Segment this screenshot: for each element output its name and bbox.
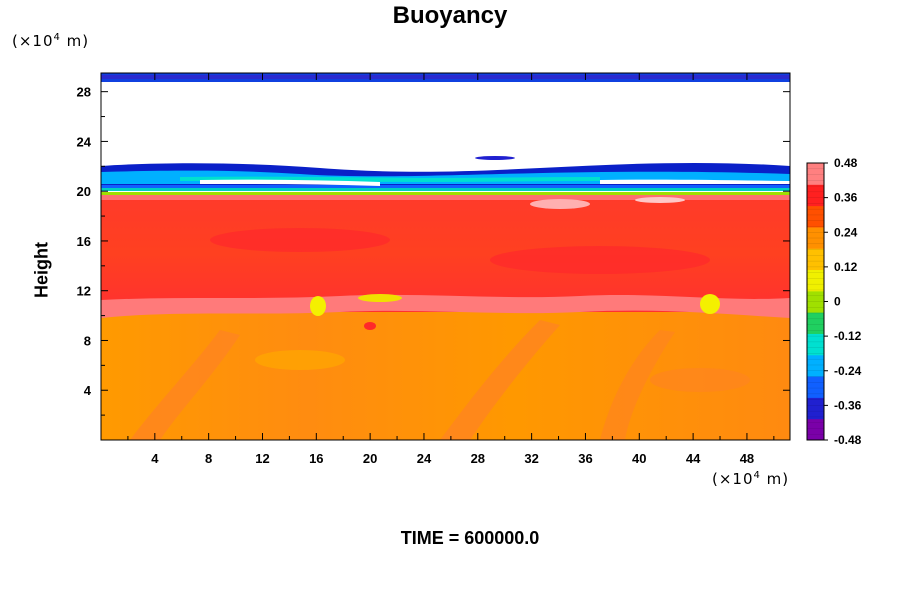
colorbar-swatch [807, 184, 824, 207]
x-tick-label: 44 [686, 451, 701, 466]
x-tick-label: 24 [417, 451, 432, 466]
field [101, 73, 790, 440]
x-tick-label: 12 [255, 451, 269, 466]
x-tick-label: 48 [740, 451, 754, 466]
x-tick-label: 20 [363, 451, 377, 466]
colorbar-tick-label: -0.36 [834, 398, 862, 412]
x-tick-label: 36 [578, 451, 592, 466]
colorbar-swatch [807, 205, 824, 228]
colorbar-tick-label: 0.36 [834, 191, 858, 205]
boundary-band [101, 294, 790, 318]
colorbar-swatch [807, 269, 824, 292]
y-tick-label: 8 [84, 333, 91, 348]
plot-frame [100, 72, 791, 441]
colorbar-swatch [807, 248, 824, 271]
time-label: TIME = 600000.0 [400, 528, 540, 548]
x-axis-ticks: 4 8 12 16 20 24 28 32 36 40 44 48 [127, 73, 775, 466]
colorbar-swatch [807, 226, 824, 249]
colorbar-tick-label: 0 [834, 295, 841, 309]
x-tick-label: 40 [632, 451, 646, 466]
upper-patch [490, 246, 710, 274]
warm-top [101, 194, 790, 200]
x-axis-unit: (×104 m) [712, 470, 790, 488]
colorbar-swatch [807, 354, 824, 377]
lower-streak [440, 320, 560, 440]
colorbar-tick-label: 0.24 [834, 225, 858, 239]
yellow-spot [310, 296, 326, 316]
colorbar-tick-label: -0.12 [834, 329, 862, 343]
colorbar-tick-label: 0.12 [834, 260, 858, 274]
lower-streak [130, 330, 240, 440]
y-tick-label: 24 [77, 134, 92, 149]
x-tick-label: 16 [309, 451, 323, 466]
lower-streak [600, 330, 675, 440]
x-tick-label: 4 [151, 451, 159, 466]
colorbar-swatch [807, 376, 824, 398]
y-axis-unit: (×104 m) [12, 32, 90, 50]
yellow-spot [358, 294, 402, 302]
y-axis-ticks: 4 8 12 16 20 24 28 [77, 85, 790, 416]
transition-line [101, 185, 790, 188]
transition-line [101, 188, 790, 191]
transition-line [101, 192, 790, 195]
cold-blob [475, 156, 515, 160]
x-tick-label: 8 [205, 451, 212, 466]
red-spot [364, 322, 376, 330]
colorbar-swatch [807, 290, 824, 313]
y-tick-label: 4 [84, 383, 92, 398]
colorbar-swatch [807, 312, 824, 334]
yellow-spot [700, 294, 720, 314]
top-cold-strip-inner [101, 75, 790, 79]
y-tick-label: 20 [77, 184, 91, 199]
colorbar-swatch [807, 163, 824, 185]
lower-patch [255, 350, 345, 370]
y-tick-label: 16 [77, 234, 91, 249]
chart-title: Buoyancy [392, 2, 508, 29]
colorbar-tick-label: -0.48 [834, 433, 862, 447]
lower-patch [650, 368, 750, 392]
colorbar-swatch [807, 333, 824, 356]
cold-band-wisp [200, 179, 380, 186]
colorbar-swatch [807, 418, 824, 441]
upper-patch [210, 228, 390, 252]
colorbar: 0.48 0.36 0.24 0.12 0 -0.12 -0.24 -0.36 -0.48 [806, 156, 862, 447]
colorbar-tick-label: 0.48 [834, 156, 858, 170]
y-tick-label: 28 [77, 85, 91, 100]
white-patch [530, 199, 590, 209]
colorbar-tick-label: -0.24 [834, 364, 862, 378]
x-tick-label: 28 [471, 451, 485, 466]
y-tick-label: 12 [77, 284, 91, 299]
colorbar-swatch [807, 397, 824, 420]
x-tick-label: 32 [524, 451, 538, 466]
cold-band-wisp [600, 179, 790, 184]
white-patch [635, 197, 685, 203]
